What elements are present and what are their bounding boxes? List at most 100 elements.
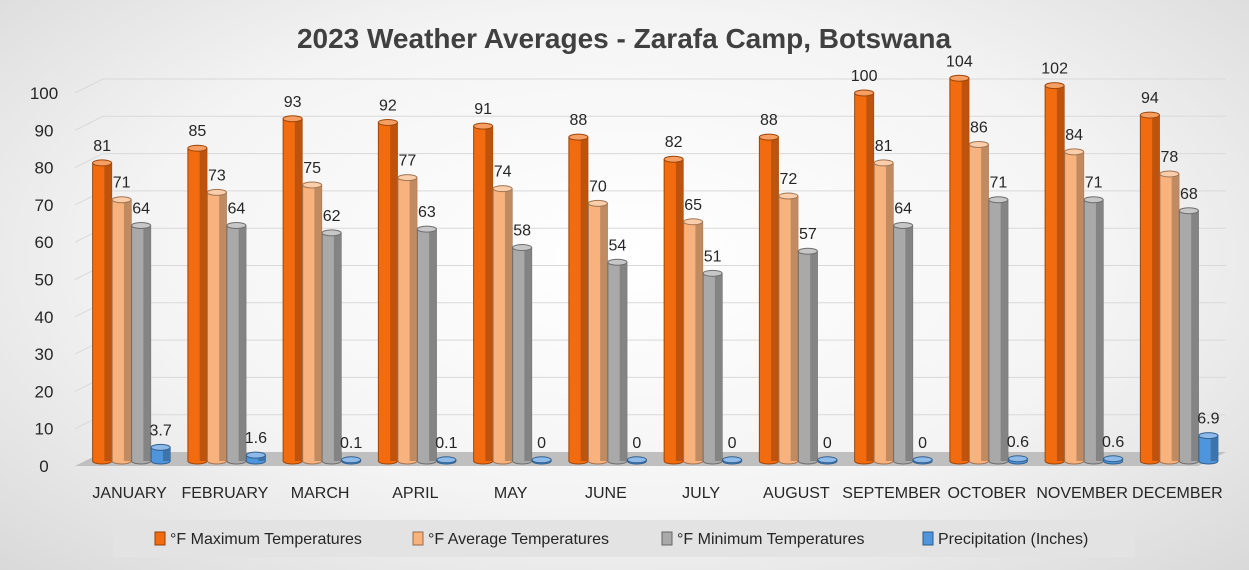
- legend-item: °F Average Temperatures: [412, 531, 609, 548]
- bar: [988, 196, 1009, 465]
- data-label: 64: [894, 200, 912, 217]
- bar: [416, 225, 437, 465]
- legend-item: °F Minimum Temperatures: [661, 531, 864, 548]
- data-label: 0.1: [340, 435, 362, 452]
- data-label: 64: [227, 200, 245, 217]
- bar: [377, 118, 398, 465]
- data-label: 54: [608, 237, 626, 254]
- y-tick-label: 0: [39, 457, 48, 476]
- data-label: 71: [1085, 175, 1103, 192]
- bar: [397, 174, 418, 465]
- chart-floor: [75, 452, 1226, 466]
- category-label: JUNE: [585, 485, 627, 502]
- category-label: SEPTEMBER: [842, 485, 941, 502]
- data-label: 73: [208, 167, 226, 184]
- bar: [1139, 111, 1160, 465]
- data-label: 0.1: [435, 435, 457, 452]
- legend-swatch: [922, 531, 934, 546]
- data-label: 62: [323, 208, 341, 225]
- data-label: 85: [188, 123, 206, 140]
- data-label: 3.7: [150, 422, 172, 439]
- legend-label: °F Minimum Temperatures: [677, 531, 864, 548]
- y-tick-label: 80: [35, 159, 54, 178]
- bar: [111, 196, 132, 465]
- data-label: 64: [132, 200, 150, 217]
- data-label: 102: [1041, 61, 1068, 78]
- data-label: 71: [113, 175, 131, 192]
- legend-background: [113, 520, 1135, 557]
- bar: [797, 247, 818, 465]
- category-label: MARCH: [291, 485, 350, 502]
- data-label: 65: [684, 197, 702, 214]
- bar: [492, 185, 513, 465]
- data-label: 93: [284, 94, 302, 111]
- data-label: 51: [704, 248, 722, 265]
- y-tick-label: 60: [35, 233, 54, 252]
- bar: [245, 451, 266, 465]
- legend-swatch: [412, 531, 424, 546]
- legend: °F Maximum Temperatures °F Average Temper…: [113, 520, 1135, 557]
- data-label: 77: [398, 153, 416, 170]
- bar: [531, 456, 552, 465]
- bar: [1083, 196, 1104, 465]
- category-label: NOVEMBER: [1036, 485, 1128, 502]
- data-label: 0: [537, 435, 546, 452]
- bars: [92, 74, 1219, 465]
- bar: [722, 456, 743, 465]
- data-label: 84: [1065, 127, 1083, 144]
- y-tick-label: 10: [35, 420, 54, 439]
- bar: [758, 133, 779, 465]
- category-label: JULY: [682, 485, 720, 502]
- y-tick-label: 50: [35, 271, 54, 290]
- data-label: 88: [760, 112, 778, 129]
- bar: [302, 181, 323, 465]
- data-label: 88: [569, 112, 587, 129]
- category-label: AUGUST: [763, 485, 830, 502]
- bar: [607, 258, 628, 465]
- bar: [512, 244, 533, 465]
- data-label: 72: [779, 171, 797, 188]
- data-label: 100: [851, 68, 878, 85]
- data-label: 6.9: [1197, 411, 1219, 428]
- bar: [92, 159, 113, 465]
- data-label: 74: [494, 164, 512, 181]
- data-label: 92: [379, 97, 397, 114]
- bar: [1178, 207, 1199, 465]
- bar: [702, 269, 723, 465]
- bar: [683, 218, 704, 465]
- legend-label: Precipitation (Inches): [938, 531, 1088, 548]
- data-label: 63: [418, 204, 436, 221]
- bar: [341, 456, 362, 465]
- data-label: 75: [303, 160, 321, 177]
- data-label: 68: [1180, 186, 1198, 203]
- y-axis-ticks: 0 10 20 30 40 50 60 70 80 90 100: [30, 84, 58, 476]
- bar: [187, 144, 208, 465]
- data-label: 0.6: [1102, 434, 1124, 451]
- data-labels: 8171643.78573641.69375620.19277630.19174…: [93, 53, 1219, 452]
- bar: [473, 122, 494, 465]
- bar: [663, 155, 684, 465]
- bar: [778, 192, 799, 465]
- data-label: 91: [474, 101, 492, 118]
- bar: [1198, 432, 1219, 465]
- category-label: JANUARY: [92, 485, 167, 502]
- data-label: 81: [93, 138, 111, 155]
- bar: [873, 159, 894, 465]
- y-tick-label: 100: [30, 84, 58, 103]
- category-label: OCTOBER: [947, 485, 1026, 502]
- data-label: 81: [875, 138, 893, 155]
- category-label: MAY: [494, 485, 528, 502]
- bar: [912, 456, 933, 465]
- bar: [1007, 455, 1028, 465]
- bar: [968, 141, 989, 465]
- data-label: 94: [1141, 90, 1159, 107]
- bar: [206, 188, 227, 465]
- legend-item: °F Maximum Temperatures: [154, 531, 362, 548]
- data-label: 86: [970, 120, 988, 137]
- gridline: [74, 78, 1226, 94]
- legend-item: Precipitation (Inches): [922, 531, 1088, 548]
- bar: [150, 443, 171, 465]
- data-label: 0: [823, 435, 832, 452]
- legend-label: °F Maximum Temperatures: [170, 531, 362, 548]
